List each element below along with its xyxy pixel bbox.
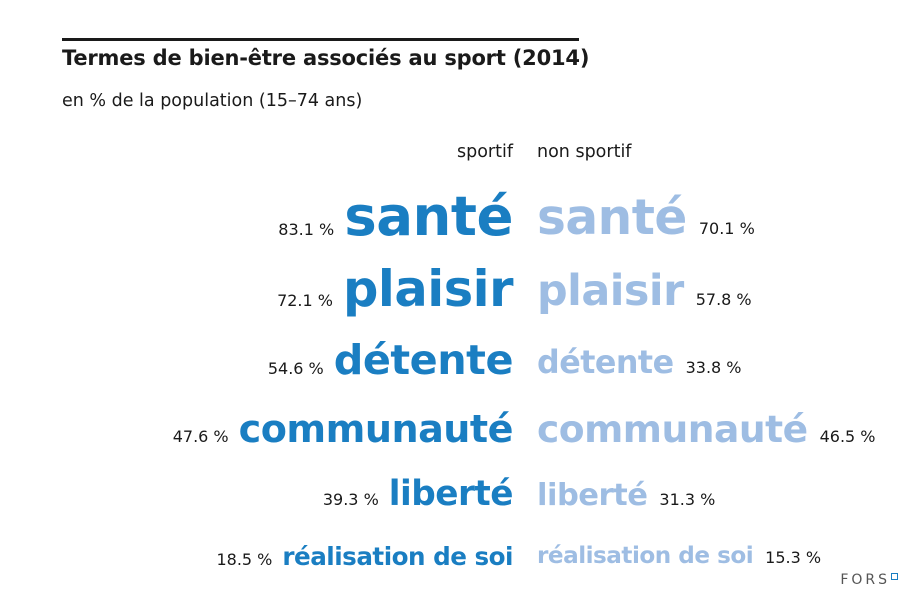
value-label-sportif: 72.1 % [277, 290, 333, 310]
term-non_sportif: santé [537, 189, 687, 246]
row-non_sportif-5: réalisation de soi 15.3 % [537, 543, 821, 569]
term-sportif: communauté [238, 406, 514, 451]
fors-logo-text: FORS [840, 572, 890, 588]
term-sportif: détente [333, 335, 514, 384]
row-non_sportif-1: plaisir 57.8 % [537, 266, 752, 316]
term-sportif: réalisation de soi [282, 541, 513, 571]
row-sportif-2: 54.6 % détente [267, 335, 514, 384]
value-label-non_sportif: 70.1 % [698, 218, 755, 238]
term-sportif: liberté [388, 474, 514, 515]
value-label-non_sportif: 31.3 % [659, 489, 716, 509]
term-sportif: santé [344, 184, 513, 249]
row-sportif-3: 47.6 % communauté [172, 406, 514, 451]
term-non_sportif: communauté [537, 407, 808, 452]
row-sportif-4: 39.3 % liberté [322, 474, 514, 515]
row-non_sportif-3: communauté 46.5 % [537, 407, 876, 451]
value-label-sportif: 54.6 % [267, 358, 324, 378]
value-label-non_sportif: 46.5 % [819, 427, 876, 447]
row-non_sportif-4: liberté 31.3 % [537, 478, 715, 513]
chart-subtitle: en % de la population (15–74 ans) [62, 91, 363, 111]
row-sportif-1: 72.1 % plaisir [277, 260, 513, 318]
row-sportif-5: 18.5 % réalisation de soi [216, 542, 513, 571]
row-sportif-0: 83.1 % santé [278, 184, 513, 248]
title-rule [62, 38, 579, 41]
term-non_sportif: plaisir [537, 266, 684, 317]
value-label-sportif: 83.1 % [278, 220, 335, 240]
term-non_sportif: détente [537, 344, 674, 381]
chart-title: Termes de bien-être associés au sport (2… [62, 46, 590, 70]
value-label-non_sportif: 33.8 % [685, 357, 742, 377]
fors-logo-square-icon [891, 573, 898, 580]
term-non_sportif: liberté [537, 477, 648, 513]
value-label-sportif: 18.5 % [216, 549, 273, 569]
value-label-non_sportif: 15.3 % [765, 548, 822, 568]
value-label-non_sportif: 57.8 % [695, 290, 752, 310]
row-non_sportif-2: détente 33.8 % [537, 345, 742, 381]
column-header-sportif: sportif [456, 142, 513, 162]
value-label-sportif: 47.6 % [172, 426, 229, 446]
term-non_sportif: réalisation de soi [537, 543, 754, 570]
column-header-non-sportif: non sportif [537, 142, 632, 162]
row-non_sportif-0: santé 70.1 % [537, 190, 755, 246]
value-label-sportif: 39.3 % [322, 490, 379, 510]
term-sportif: plaisir [342, 259, 514, 318]
fors-logo: FORS [840, 572, 898, 588]
